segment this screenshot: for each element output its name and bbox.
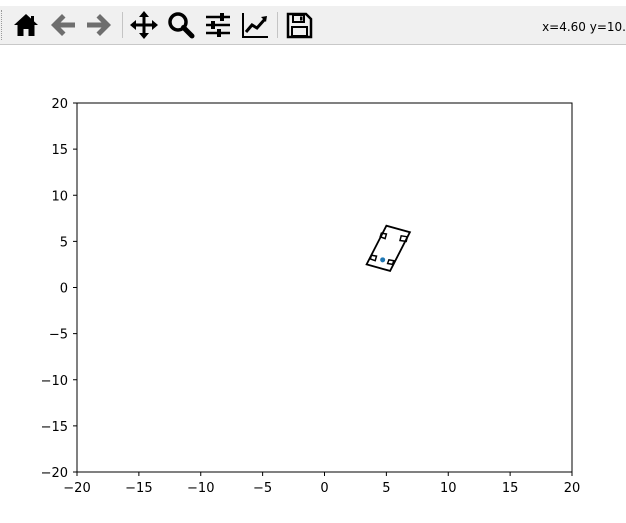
axes-frame [76,102,573,473]
edit-axis-button[interactable] [238,8,272,42]
x-tick-label: 5 [382,481,390,496]
y-tick-label: −15 [41,420,68,435]
zoom-button[interactable] [164,8,198,42]
save-button[interactable] [282,8,316,42]
forward-button[interactable] [82,8,116,42]
x-tick-label: 20 [564,481,581,496]
x-tick-label: −20 [63,481,90,496]
y-tick-label: 0 [60,282,68,297]
y-tick-label: −10 [41,374,68,389]
wheel-outline [399,234,409,243]
y-tick-label: 10 [51,189,68,204]
floppy-disk-icon [286,12,313,39]
y-tick-label: −5 [49,328,68,343]
y-tick-label: 5 [60,235,68,250]
center-marker [380,257,386,263]
wheel-outline [369,254,378,262]
y-tick-label: 20 [51,97,68,112]
toolbar-grip[interactable] [1,10,4,40]
toolbar-separator [122,12,123,38]
move-arrows-icon [130,11,158,39]
x-tick-label: −5 [253,481,272,496]
configure-subplots-button[interactable] [201,8,235,42]
sliders-icon [206,13,230,37]
navigation-toolbar: x=4.60 y=10. [0,6,626,45]
x-tick-label: 15 [502,481,519,496]
x-tick-label: 10 [440,481,457,496]
back-button[interactable] [46,8,80,42]
home-button[interactable] [9,8,43,42]
x-tick-label: 0 [320,481,328,496]
home-icon [14,14,38,36]
y-tick-label: 15 [51,143,68,158]
wheel-outline [379,232,388,240]
y-tick-label: −20 [41,466,68,481]
arrow-right-icon [87,14,111,36]
magnifier-icon [168,12,195,39]
wheel-outline [386,258,395,266]
toolbar-separator [277,12,278,38]
pan-button[interactable] [127,8,161,42]
vehicle-body-outline [365,224,412,272]
arrow-left-icon [51,14,75,36]
x-tick-label: −15 [125,481,152,496]
cursor-coordinates: x=4.60 y=10. [542,20,626,34]
line-chart-icon [242,13,268,38]
x-tick-label: −10 [187,481,214,496]
